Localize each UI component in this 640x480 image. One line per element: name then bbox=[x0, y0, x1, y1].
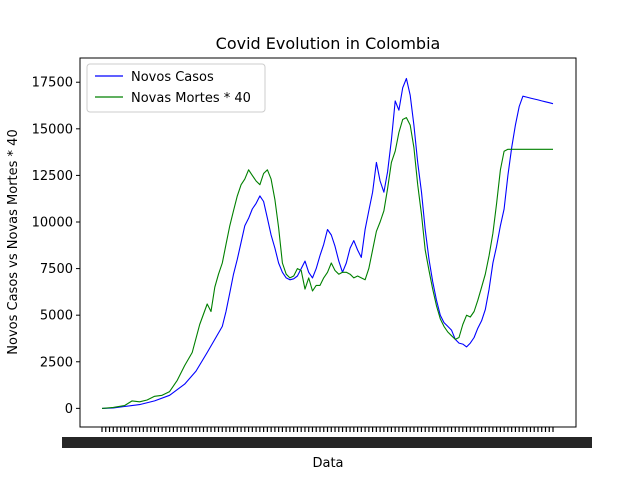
axes-frame bbox=[79, 57, 577, 428]
y-tick-label: 15000 bbox=[32, 122, 73, 137]
legend-label-novas-mortes: Novas Mortes * 40 bbox=[131, 91, 251, 106]
y-tick-label: 0 bbox=[65, 402, 73, 417]
y-tick-label: 7500 bbox=[40, 262, 73, 277]
y-tick-label: 10000 bbox=[32, 216, 73, 231]
y-tick-label: 5000 bbox=[40, 309, 73, 324]
y-tick-label: 2500 bbox=[40, 355, 73, 370]
x-axis bbox=[62, 427, 592, 448]
legend: Novos Casos Novas Mortes * 40 bbox=[86, 63, 266, 113]
y-axis-title: Novos Casos vs Novas Mortes * 40 bbox=[6, 129, 21, 354]
x-tick-labels-overlap bbox=[62, 437, 592, 448]
x-axis-title: Data bbox=[312, 456, 343, 471]
y-axis: 0 2500 5000 7500 10000 12500 15000 17500 bbox=[32, 76, 80, 417]
y-tick-label: 17500 bbox=[32, 76, 73, 91]
plot-area bbox=[101, 77, 554, 409]
series-line-novas-mortes bbox=[101, 117, 553, 409]
chart-title: Covid Evolution in Colombia bbox=[216, 34, 441, 53]
y-tick-label: 12500 bbox=[32, 169, 73, 184]
legend-label-novos-casos: Novos Casos bbox=[131, 70, 214, 85]
series-line-novos-casos bbox=[101, 77, 554, 409]
legend-box bbox=[86, 63, 266, 113]
